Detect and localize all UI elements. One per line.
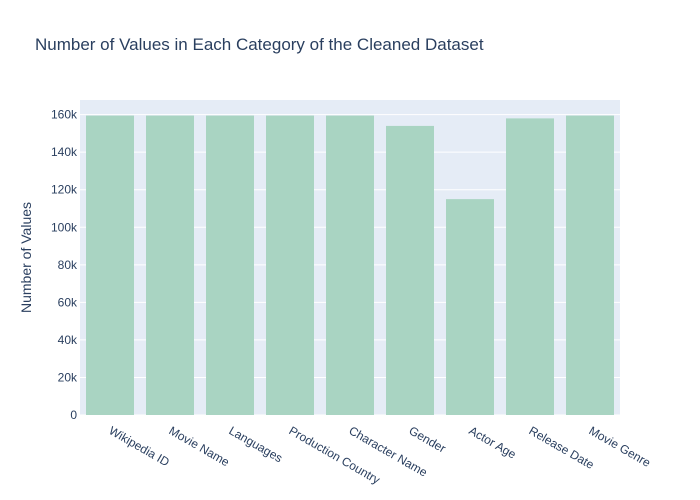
bar: [206, 115, 254, 415]
y-tick-label: 40k: [58, 333, 78, 347]
y-tick-label: 100k: [51, 220, 78, 234]
y-tick-label: 120k: [51, 183, 78, 197]
y-tick-label: 60k: [58, 295, 78, 309]
y-tick-label: 80k: [58, 258, 78, 272]
x-tick-label: Actor Age: [467, 423, 519, 461]
bar: [446, 199, 494, 415]
bars: [86, 115, 614, 416]
x-tick-label: Wikipedia ID: [107, 423, 173, 469]
y-tick-label: 160k: [51, 108, 78, 122]
bar: [506, 118, 554, 415]
x-tick-label: Movie Genre: [587, 423, 654, 470]
y-axis-ticks: 0 20k 40k 60k 80k 100k 120k 140k 160k: [51, 108, 78, 422]
x-tick-label: Release Date: [527, 423, 597, 472]
x-tick-label: Movie Name: [167, 423, 233, 469]
y-axis-title: Number of Values: [18, 202, 34, 313]
bar: [86, 115, 134, 415]
chart-title: Number of Values in Each Category of the…: [35, 35, 484, 54]
bar: [386, 125, 434, 416]
y-tick-label: 140k: [51, 145, 78, 159]
bar: [266, 115, 314, 415]
y-tick-label: 0: [70, 408, 77, 422]
bar: [146, 115, 194, 415]
bar: [326, 115, 374, 415]
x-tick-label: Gender: [407, 423, 449, 455]
y-tick-label: 20k: [58, 370, 78, 384]
x-tick-label: Languages: [227, 423, 285, 465]
bar: [566, 115, 614, 415]
